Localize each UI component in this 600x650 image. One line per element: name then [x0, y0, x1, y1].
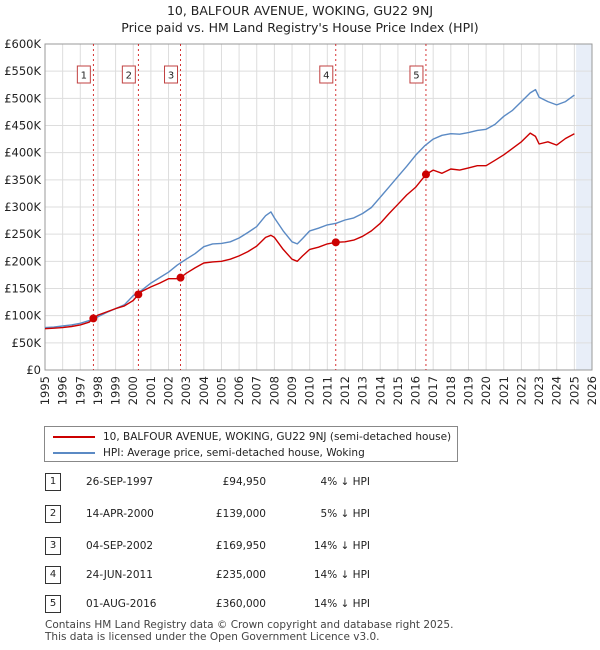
x-tick-label: 2009 [285, 376, 299, 405]
x-tick-label: 2022 [514, 376, 528, 405]
transaction-price: £94,950 [222, 476, 266, 488]
chart-subtitle: Price paid vs. HM Land Registry's House … [121, 20, 479, 35]
transaction-number: 1 [45, 473, 61, 491]
x-tick-label: 2008 [267, 376, 281, 405]
transaction-number: 4 [45, 566, 61, 584]
x-tick-label: 2019 [461, 376, 475, 405]
transaction-hpi: 5% ↓ HPI [320, 508, 370, 520]
x-tick-label: 1995 [38, 376, 52, 405]
transaction-hpi: 4% ↓ HPI [320, 476, 370, 488]
x-tick-label: 2014 [373, 376, 387, 405]
y-tick-label: £250K [4, 227, 41, 241]
x-tick-label: 2001 [144, 376, 158, 405]
transaction-hpi: 14% ↓ HPI [313, 569, 370, 581]
footer-copyright: Contains HM Land Registry data © Crown c… [45, 619, 454, 631]
x-tick-label: 2000 [126, 376, 140, 405]
y-tick-label: £300K [4, 200, 41, 214]
x-tick-label: 2026 [585, 376, 599, 405]
x-tick-label: 1996 [56, 376, 70, 405]
sale-point [89, 314, 98, 323]
x-tick-label: 2012 [338, 376, 352, 405]
transaction-row: 4 24-JUN-2011 £235,000 14% ↓ HPI [0, 566, 600, 588]
transaction-hpi: 14% ↓ HPI [313, 598, 370, 610]
transaction-row: 3 04-SEP-2002 £169,950 14% ↓ HPI [0, 537, 600, 559]
chart-legend: 10, BALFOUR AVENUE, WOKING, GU22 9NJ (se… [44, 426, 458, 462]
legend-swatch-price [53, 436, 95, 438]
x-tick-label: 2015 [391, 376, 405, 405]
transaction-date: 04-SEP-2002 [86, 540, 154, 552]
transaction-row: 1 26-SEP-1997 £94,950 4% ↓ HPI [0, 473, 600, 495]
x-tick-label: 2018 [444, 376, 458, 405]
legend-item-hpi: HPI: Average price, semi-detached house,… [53, 445, 365, 461]
transaction-date: 26-SEP-1997 [86, 476, 154, 488]
legend-swatch-hpi [53, 452, 95, 454]
x-tick-label: 2020 [479, 376, 493, 405]
transaction-date: 24-JUN-2011 [86, 569, 153, 581]
y-tick-label: £550K [4, 64, 41, 78]
marker-label: 2 [126, 71, 132, 82]
marker-label: 1 [81, 71, 87, 82]
sale-point [134, 290, 143, 299]
price-paid-line [44, 132, 575, 330]
transaction-price: £360,000 [215, 598, 266, 610]
x-tick-label: 2010 [303, 376, 317, 405]
marker-label: 4 [323, 71, 329, 82]
sale-point [421, 170, 430, 179]
x-tick-label: 2017 [426, 376, 440, 405]
footer-licence: This data is licensed under the Open Gov… [45, 631, 380, 643]
transaction-number: 5 [45, 595, 61, 613]
marker-label: 3 [168, 71, 174, 82]
x-tick-label: 2023 [532, 376, 546, 405]
x-tick-label: 2004 [197, 376, 211, 405]
y-tick-label: £150K [4, 282, 41, 296]
marker-label-box [409, 65, 424, 84]
transaction-number: 3 [45, 537, 61, 555]
x-tick-label: 2025 [567, 376, 581, 405]
x-tick-label: 2021 [497, 376, 511, 405]
x-tick-label: 2016 [409, 376, 423, 405]
transaction-price: £139,000 [215, 508, 266, 520]
transaction-row: 2 14-APR-2000 £139,000 5% ↓ HPI [0, 505, 600, 527]
x-tick-label: 2007 [250, 376, 264, 405]
marker-label-box [319, 65, 334, 84]
transaction-date: 01-AUG-2016 [86, 598, 157, 610]
transaction-row: 5 01-AUG-2016 £360,000 14% ↓ HPI [0, 595, 600, 617]
y-tick-label: £350K [4, 173, 41, 187]
y-tick-label: £200K [4, 254, 41, 268]
transaction-date: 14-APR-2000 [86, 508, 154, 520]
x-tick-label: 2013 [356, 376, 370, 405]
y-tick-label: £600K [4, 37, 41, 51]
x-tick-label: 2006 [232, 376, 246, 405]
marker-label-box [121, 65, 136, 84]
y-tick-label: £100K [4, 309, 41, 323]
y-tick-label: £500K [4, 91, 41, 105]
legend-label-hpi: HPI: Average price, semi-detached house,… [103, 447, 365, 459]
marker-label-box [164, 65, 179, 84]
x-tick-label: 1997 [73, 376, 87, 405]
x-tick-label: 2002 [162, 376, 176, 405]
x-tick-label: 1998 [91, 376, 105, 405]
x-tick-label: 2003 [179, 376, 193, 405]
transaction-price: £235,000 [215, 569, 266, 581]
x-tick-label: 2011 [320, 376, 334, 405]
x-tick-label: 2024 [550, 376, 564, 405]
sale-point [331, 238, 340, 247]
price-chart: £0 £50K £100K £150K £200K £250K £300K £350K £400… [4, 37, 599, 405]
x-tick-label: 1999 [109, 376, 123, 405]
y-tick-label: £50K [12, 336, 42, 350]
transaction-hpi: 14% ↓ HPI [313, 540, 370, 552]
transaction-price: £169,950 [215, 540, 266, 552]
legend-item-price: 10, BALFOUR AVENUE, WOKING, GU22 9NJ (se… [53, 429, 451, 445]
sale-point [176, 273, 185, 282]
marker-label-box [76, 65, 91, 84]
y-tick-label: £0 [26, 363, 41, 377]
legend-label-price: 10, BALFOUR AVENUE, WOKING, GU22 9NJ (se… [103, 431, 452, 443]
chart-title: 10, BALFOUR AVENUE, WOKING, GU22 9NJ [166, 3, 434, 18]
marker-label: 5 [413, 71, 419, 82]
plot-frame [44, 43, 593, 371]
transaction-number: 2 [45, 505, 61, 523]
x-tick-label: 2005 [214, 376, 228, 405]
y-tick-label: £450K [4, 119, 41, 133]
y-tick-label: £400K [4, 146, 41, 160]
